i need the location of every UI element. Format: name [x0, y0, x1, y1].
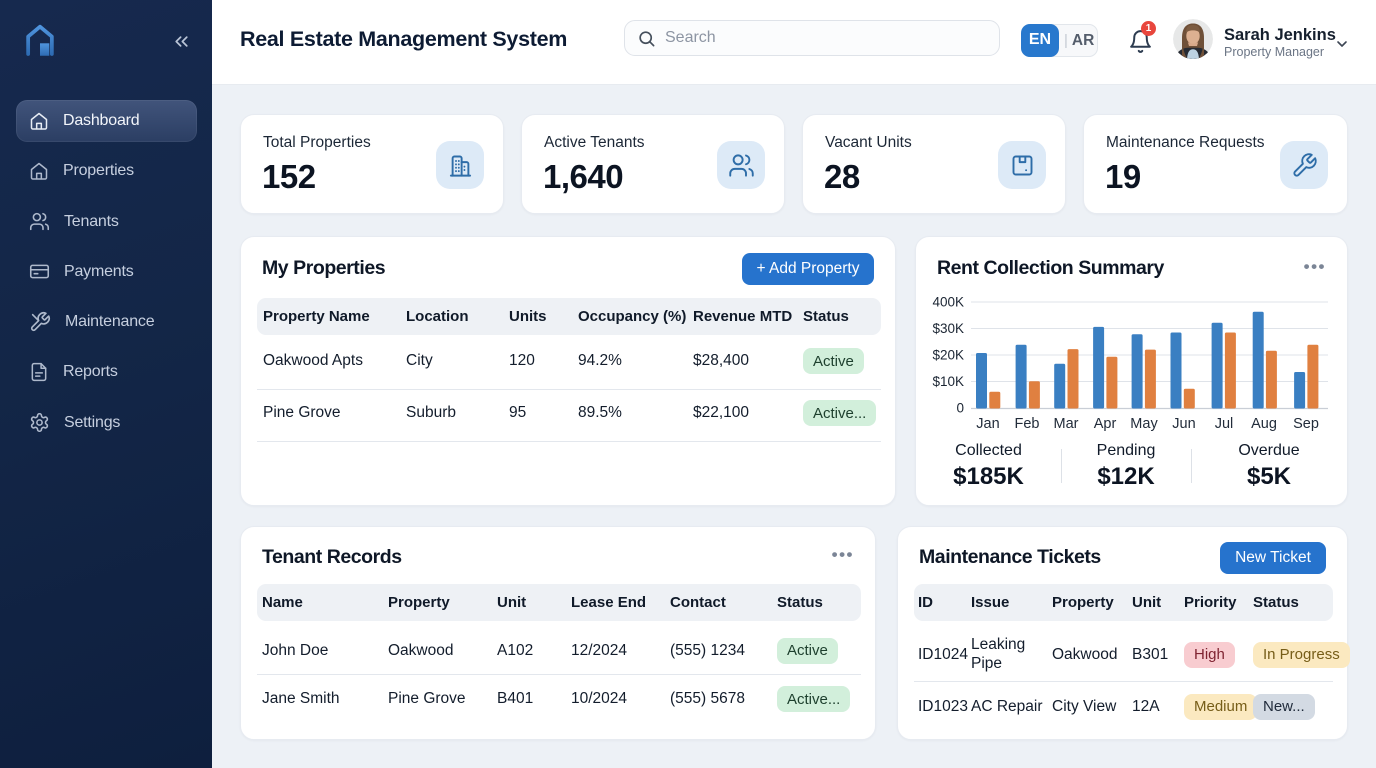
svg-text:Feb: Feb [1015, 416, 1040, 432]
svg-text:Mar: Mar [1054, 416, 1079, 432]
svg-text:$30K: $30K [932, 321, 964, 336]
svg-text:Aug: Aug [1251, 416, 1277, 432]
svg-text:$20K: $20K [932, 348, 964, 363]
svg-text:Apr: Apr [1094, 416, 1117, 432]
svg-text:0: 0 [956, 401, 964, 416]
svg-text:Sep: Sep [1293, 416, 1319, 432]
svg-text:Jun: Jun [1172, 416, 1195, 432]
svg-text:$10K: $10K [932, 374, 964, 389]
svg-text:400K: 400K [932, 295, 964, 310]
svg-text:Jul: Jul [1215, 416, 1234, 432]
svg-text:May: May [1130, 416, 1158, 432]
svg-text:Jan: Jan [976, 416, 999, 432]
